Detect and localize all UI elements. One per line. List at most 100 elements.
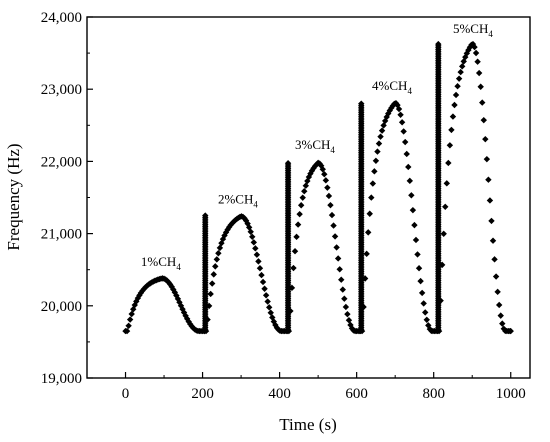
data-point	[454, 83, 461, 90]
data-point	[369, 180, 377, 187]
data-point	[471, 43, 478, 51]
data-point	[472, 49, 480, 57]
y-tick-label: 24,000	[41, 10, 82, 26]
data-point	[202, 212, 209, 219]
data-point	[489, 237, 497, 244]
y-tick-label: 20,000	[41, 299, 82, 315]
data-point	[491, 256, 498, 263]
data-point	[422, 309, 429, 316]
data-point	[495, 301, 503, 309]
data-point	[256, 264, 264, 272]
data-point	[482, 135, 489, 143]
data-point	[266, 304, 273, 311]
data-point	[485, 176, 492, 183]
data-point	[365, 229, 372, 236]
data-point	[291, 247, 299, 255]
data-point	[383, 113, 390, 121]
data-point	[358, 100, 365, 107]
data-point	[338, 276, 345, 283]
data-point	[479, 99, 486, 106]
data-point	[375, 140, 383, 147]
data-point	[210, 271, 217, 278]
x-axis-title: Time (s)	[279, 415, 336, 434]
concentration-annotation: 2%CH4	[218, 191, 258, 209]
data-point	[341, 295, 348, 302]
data-point	[405, 163, 412, 171]
data-point	[412, 236, 420, 244]
data-point	[333, 244, 340, 251]
data-point	[494, 288, 501, 296]
data-point	[183, 315, 191, 323]
data-point	[293, 233, 300, 241]
data-point	[497, 312, 504, 319]
data-point	[321, 170, 328, 178]
data-point	[372, 157, 380, 164]
data-point	[423, 316, 430, 323]
data-point	[253, 251, 261, 258]
data-point	[445, 159, 452, 167]
data-point	[336, 266, 343, 273]
data-point	[170, 286, 177, 293]
data-point	[451, 101, 458, 109]
data-point	[455, 75, 463, 82]
data-point	[443, 180, 450, 187]
data-point	[415, 265, 423, 272]
data-point	[212, 263, 219, 270]
data-point	[249, 233, 256, 240]
data-point	[499, 320, 506, 327]
y-tick-label: 21,000	[41, 227, 82, 243]
data-point	[474, 58, 481, 65]
data-point	[262, 292, 270, 299]
data-point	[378, 127, 386, 134]
data-point	[406, 177, 414, 185]
data-point	[507, 327, 514, 335]
data-point	[400, 128, 407, 135]
data-point	[418, 289, 426, 297]
data-point	[344, 310, 351, 318]
data-point	[250, 239, 257, 246]
data-point	[435, 40, 442, 48]
data-point	[327, 201, 334, 209]
data-point	[208, 280, 216, 287]
data-point	[440, 230, 447, 237]
data-point	[374, 148, 381, 155]
data-point	[299, 194, 306, 201]
x-tick-label: 600	[345, 386, 368, 402]
data-point	[215, 250, 222, 257]
data-point	[222, 229, 230, 236]
data-point	[267, 309, 274, 316]
data-point	[213, 256, 221, 263]
data-point	[459, 63, 466, 70]
data-point	[125, 322, 132, 329]
data-point	[488, 217, 495, 225]
data-point	[207, 290, 214, 298]
data-point	[259, 278, 267, 286]
data-point	[457, 68, 464, 76]
data-point	[486, 197, 494, 204]
x-tick-label: 0	[122, 386, 130, 402]
data-point	[483, 155, 491, 163]
data-point	[371, 168, 378, 175]
data-point	[395, 105, 403, 113]
data-point	[252, 245, 259, 252]
data-point	[411, 221, 418, 229]
data-point	[475, 69, 483, 77]
data-point	[301, 188, 308, 195]
data-point	[342, 303, 350, 311]
data-point	[297, 202, 305, 209]
data-point	[452, 91, 460, 99]
y-axis-title: Frequency (Hz)	[4, 143, 23, 250]
plot-area-frame	[86, 16, 531, 379]
concentration-annotation: 4%CH4	[372, 78, 412, 96]
data-point	[389, 102, 397, 109]
data-point	[492, 273, 500, 280]
data-series	[122, 40, 514, 335]
data-point	[414, 251, 421, 258]
data-point	[324, 184, 331, 191]
data-point	[330, 222, 337, 229]
x-tick-label: 1000	[496, 386, 526, 402]
data-point	[345, 316, 353, 324]
data-point	[480, 116, 487, 124]
data-point	[449, 113, 457, 120]
data-point	[377, 133, 384, 140]
